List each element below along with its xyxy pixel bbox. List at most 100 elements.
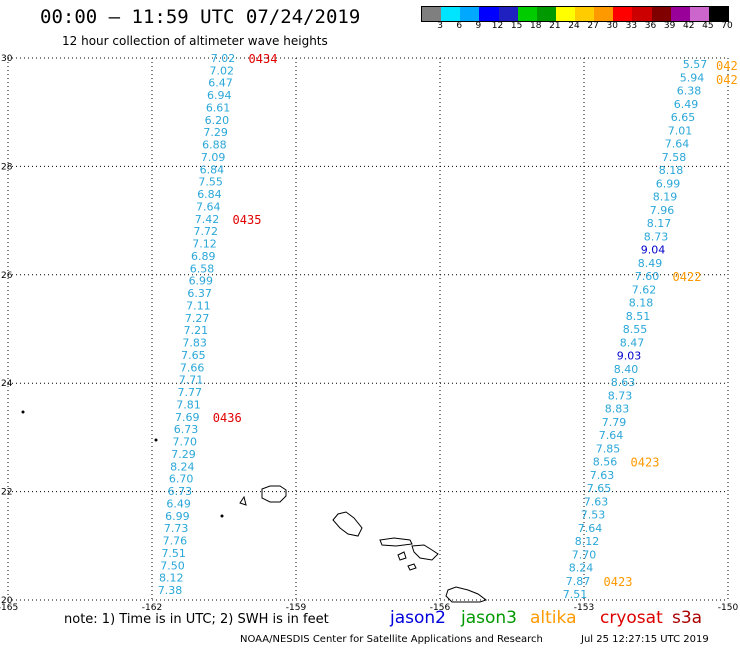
wave-height-value: 7.66 <box>180 361 205 374</box>
x-tick-label: -162 <box>142 603 162 613</box>
wave-height-value: 7.58 <box>662 151 687 164</box>
legend-swatch <box>555 7 575 21</box>
wave-height-value: 8.83 <box>605 403 630 416</box>
x-tick-label: -153 <box>574 603 594 613</box>
wave-height-value: 8.17 <box>647 217 672 230</box>
wave-height-value: 6.73 <box>174 423 199 436</box>
legend-label: 30 <box>606 21 618 31</box>
legend-label: 39 <box>663 21 676 31</box>
island-niihau <box>239 495 247 506</box>
wave-height-value: 7.50 <box>160 559 185 572</box>
wave-height-value: 6.61 <box>206 101 231 114</box>
legend-label: 12 <box>491 21 504 31</box>
y-tick-label: 30 <box>1 54 13 64</box>
wave-height-value: 7.83 <box>182 337 207 350</box>
y-tick-label: 22 <box>1 488 12 498</box>
wave-height-value: 6.94 <box>207 89 232 102</box>
legend-swatch <box>689 7 709 21</box>
wave-height-value: 6.73 <box>168 485 193 498</box>
legend-swatch <box>422 7 442 21</box>
footnote: note: 1) Time is in UTC; 2) SWH is in fe… <box>64 612 329 627</box>
legend-label: 70 <box>721 21 733 31</box>
wave-height-value: 7.53 <box>581 509 606 522</box>
wave-height-value: 8.51 <box>626 310 651 323</box>
wave-height-value: 7.96 <box>650 204 675 217</box>
wave-height-value: 7.01 <box>668 124 693 137</box>
wave-height-value: 6.49 <box>166 497 191 510</box>
wave-height-value: 7.02 <box>210 64 235 77</box>
legend-swatch <box>594 7 614 21</box>
wave-height-value: 7.64 <box>196 200 221 213</box>
island-oahu <box>332 511 363 537</box>
wave-height-value: 8.19 <box>653 191 678 204</box>
legend-label: 6 <box>456 21 463 31</box>
y-tick-label: 24 <box>1 379 13 389</box>
wave-height-value: 8.18 <box>629 297 654 310</box>
island-maui <box>411 544 439 561</box>
legend-swatch <box>460 7 480 21</box>
wave-height-value: 7.70 <box>173 436 198 449</box>
wave-height-value: 9.03 <box>617 350 642 363</box>
wave-height-value: 7.72 <box>193 225 218 238</box>
sat-jason3-label: jason3 <box>461 608 517 628</box>
wave-height-value: 8.12 <box>575 535 600 548</box>
wave-height-value: 7.64 <box>599 429 624 442</box>
wave-height-value: 7.38 <box>158 584 183 597</box>
x-tick-label: -156 <box>430 603 451 613</box>
wave-height-value: 7.70 <box>572 548 597 561</box>
wave-height-value: 7.85 <box>596 442 621 455</box>
wave-height-value: 8.18 <box>659 164 684 177</box>
wave-height-value: 7.11 <box>186 299 211 312</box>
wave-height-value: 7.65 <box>587 482 612 495</box>
wave-height-value: 7.12 <box>192 238 217 251</box>
wave-height-value: 7.69 <box>175 411 200 424</box>
wave-height-value: 7.79 <box>602 416 627 429</box>
wave-height-value: 6.58 <box>190 262 215 275</box>
wave-height-value: 8.63 <box>611 376 636 389</box>
island-kauai <box>261 485 287 503</box>
wave-height-value: 5.94 <box>680 71 705 84</box>
wave-height-value: 7.60 <box>635 270 660 283</box>
wave-height-value: 7.21 <box>184 324 209 337</box>
islet-2 <box>154 438 158 442</box>
legend-label: 36 <box>644 21 657 31</box>
wave-height-value: 7.64 <box>578 522 603 535</box>
island-kahoolawe <box>407 563 417 571</box>
wave-height-value: 6.99 <box>656 177 681 190</box>
wave-height-value: 6.38 <box>677 85 702 98</box>
wave-height-value: 7.02 <box>211 52 236 65</box>
legend-swatch <box>651 7 671 21</box>
satellite-track-east: 5.575.946.386.496.657.017.647.588.186.99… <box>563 58 708 601</box>
wave-height-value: 7.55 <box>198 176 223 189</box>
coastline <box>21 410 488 603</box>
wave-height-value: 6.84 <box>200 163 225 176</box>
legend-label: 9 <box>475 21 482 31</box>
wave-height-value: 8.55 <box>623 323 648 336</box>
wave-height-value: 9.04 <box>641 244 666 257</box>
islet-3 <box>21 410 25 414</box>
wave-height-value: 8.47 <box>620 336 645 349</box>
sat-s3a-label: s3a <box>672 608 703 628</box>
legend-label: 21 <box>549 21 561 31</box>
legend-swatch <box>613 7 633 21</box>
legend-label: 42 <box>683 21 695 31</box>
wave-height-value: 8.56 <box>593 456 618 469</box>
wave-height-value: 7.51 <box>563 588 588 601</box>
legend-label: 18 <box>530 21 542 31</box>
wave-height-value: 7.09 <box>201 151 226 164</box>
sat-cryosat-label: cryosat <box>600 608 663 628</box>
wave-height-value: 7.73 <box>164 522 189 535</box>
wave-height-value: 7.63 <box>590 469 615 482</box>
wave-height-value: 6.37 <box>187 287 212 300</box>
wave-height-value: 7.77 <box>177 386 202 399</box>
edge-pass-timestamp: 042 <box>716 59 738 73</box>
legend-swatch <box>670 7 690 21</box>
legend-label: 24 <box>568 21 580 31</box>
pass-timestamp: 0423 <box>631 456 660 470</box>
generated-timestamp: Jul 25 12:27:15 UTC 2019 <box>581 634 709 645</box>
legend-label: 15 <box>510 21 523 31</box>
legend-swatch <box>517 7 537 21</box>
wave-height-value: 7.51 <box>161 547 186 560</box>
